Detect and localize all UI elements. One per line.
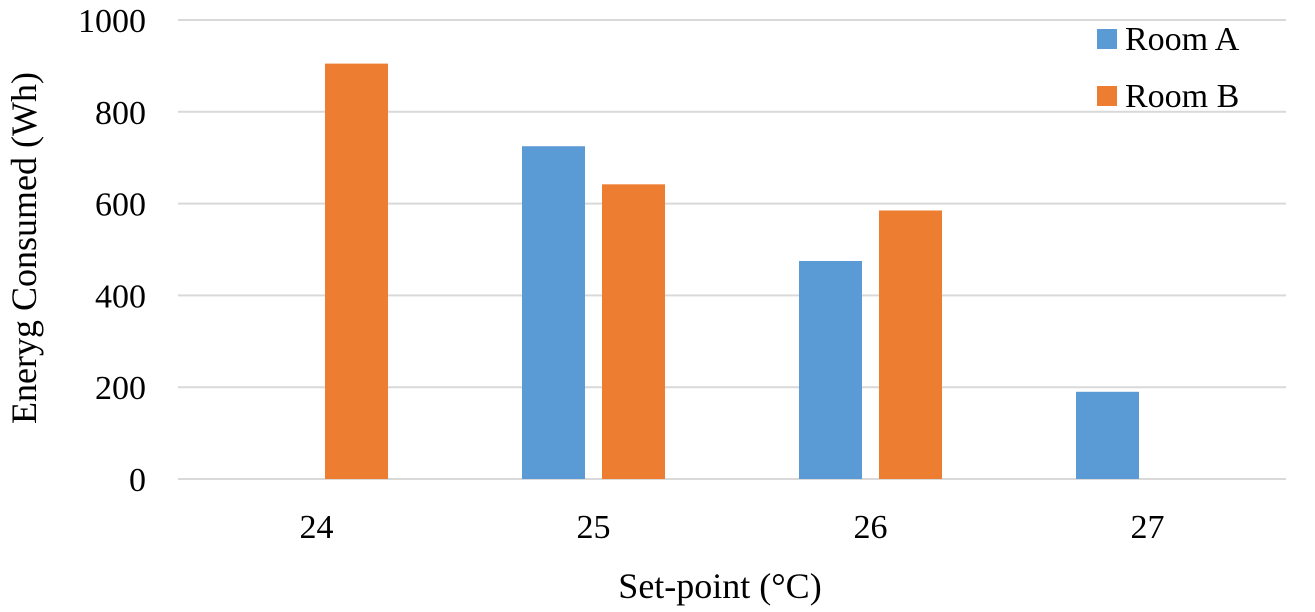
x-tick-label: 25 [577,509,611,546]
y-tick-label: 200 [95,370,146,407]
bar-room-a-25 [522,146,585,479]
y-axis-ticks: 0 200 400 600 800 1000 [78,3,146,499]
bar-room-a-26 [799,260,862,479]
legend-swatch-room-b [1097,86,1117,106]
legend: Room A Room B [1097,21,1240,115]
x-axis-title: Set-point (°C) [618,566,821,606]
y-tick-label: 800 [95,95,146,132]
bar-room-b-24 [325,63,388,479]
y-tick-label: 0 [129,462,146,499]
x-tick-label: 24 [300,509,334,546]
bar-room-b-25 [602,184,665,479]
legend-label-room-a: Room A [1125,21,1240,58]
bars [325,63,1139,480]
bar-room-a-27 [1076,391,1139,479]
legend-label-room-b: Room B [1125,78,1239,115]
y-axis-title: Eneryg Consumed (Wh) [4,72,44,424]
legend-swatch-room-a [1097,29,1117,49]
y-tick-label: 1000 [78,3,146,40]
x-tick-label: 26 [854,509,888,546]
x-axis-ticks: 24 25 26 27 [300,509,1165,546]
y-tick-label: 600 [95,187,146,224]
y-tick-label: 400 [95,278,146,315]
x-tick-label: 27 [1131,509,1165,546]
bar-room-b-26 [879,210,942,480]
